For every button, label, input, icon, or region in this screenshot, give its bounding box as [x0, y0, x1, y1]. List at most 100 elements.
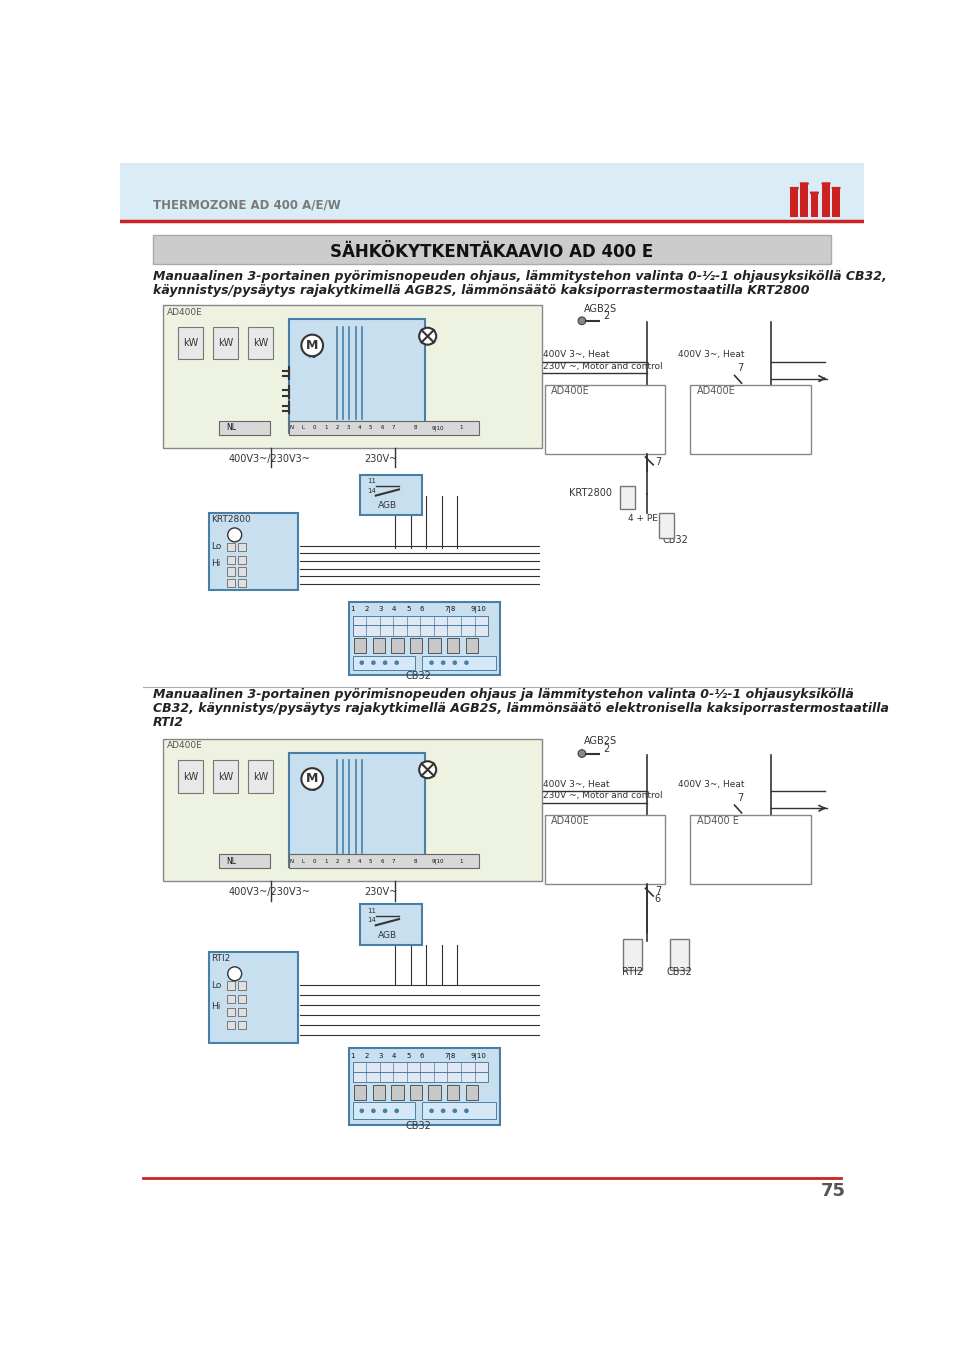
Text: KRT2800: KRT2800 — [211, 515, 252, 524]
Circle shape — [228, 528, 242, 542]
FancyBboxPatch shape — [162, 306, 542, 448]
FancyBboxPatch shape — [227, 1008, 235, 1016]
Text: 7: 7 — [655, 456, 661, 467]
FancyBboxPatch shape — [289, 319, 424, 433]
Text: 4 + PE: 4 + PE — [628, 515, 658, 523]
FancyBboxPatch shape — [238, 555, 247, 564]
Text: 1: 1 — [350, 606, 355, 612]
FancyBboxPatch shape — [227, 579, 235, 587]
FancyBboxPatch shape — [120, 221, 864, 1209]
Text: 14: 14 — [368, 488, 376, 493]
Text: 9|10: 9|10 — [432, 425, 444, 430]
Text: 1: 1 — [459, 858, 463, 864]
Text: 9|10: 9|10 — [470, 1052, 486, 1059]
Text: M: M — [306, 340, 319, 352]
Circle shape — [301, 334, 324, 356]
FancyBboxPatch shape — [788, 170, 852, 210]
Text: käynnistys/pysäytys rajakytkimellä AGB2S, lämmönsäätö kaksiporrastermostaatilla : käynnistys/pysäytys rajakytkimellä AGB2S… — [153, 284, 809, 297]
Text: 400V3~/230V3~: 400V3~/230V3~ — [228, 887, 310, 898]
FancyBboxPatch shape — [447, 638, 460, 653]
Polygon shape — [822, 183, 829, 186]
FancyBboxPatch shape — [447, 1085, 460, 1100]
FancyBboxPatch shape — [238, 982, 247, 990]
FancyBboxPatch shape — [360, 904, 422, 945]
Circle shape — [578, 316, 586, 325]
FancyBboxPatch shape — [289, 752, 424, 866]
Text: Hi: Hi — [211, 1002, 221, 1010]
Text: 7|8: 7|8 — [444, 606, 456, 612]
Text: CB32: CB32 — [662, 535, 688, 546]
FancyBboxPatch shape — [179, 760, 203, 793]
Text: RTI2: RTI2 — [211, 955, 230, 963]
FancyBboxPatch shape — [410, 638, 422, 653]
FancyBboxPatch shape — [670, 940, 689, 970]
FancyBboxPatch shape — [354, 638, 367, 653]
Text: RTI2: RTI2 — [622, 967, 643, 976]
FancyBboxPatch shape — [238, 579, 247, 587]
FancyBboxPatch shape — [544, 384, 665, 454]
FancyBboxPatch shape — [690, 384, 810, 454]
FancyBboxPatch shape — [690, 815, 810, 884]
FancyBboxPatch shape — [352, 1103, 415, 1119]
Circle shape — [228, 967, 242, 980]
Text: Hi: Hi — [211, 559, 221, 568]
Text: 0: 0 — [313, 425, 316, 430]
FancyBboxPatch shape — [466, 1085, 478, 1100]
FancyBboxPatch shape — [153, 235, 831, 263]
Text: 230V ~, Motor and control: 230V ~, Motor and control — [543, 792, 662, 800]
Text: 1: 1 — [324, 858, 327, 864]
Polygon shape — [790, 187, 798, 190]
FancyBboxPatch shape — [392, 638, 403, 653]
FancyBboxPatch shape — [372, 638, 385, 653]
Circle shape — [372, 1108, 375, 1114]
Circle shape — [429, 1108, 434, 1114]
FancyBboxPatch shape — [162, 739, 542, 881]
Text: 7|8: 7|8 — [444, 1052, 456, 1059]
Text: kW: kW — [218, 771, 233, 782]
Text: 9|10: 9|10 — [432, 858, 444, 864]
Circle shape — [429, 660, 434, 665]
Circle shape — [395, 660, 399, 665]
FancyBboxPatch shape — [179, 327, 203, 360]
Circle shape — [383, 660, 388, 665]
FancyBboxPatch shape — [422, 1103, 496, 1119]
FancyBboxPatch shape — [209, 513, 299, 591]
Text: 230V~: 230V~ — [364, 454, 397, 463]
Text: 2: 2 — [335, 425, 339, 430]
Text: ~: ~ — [307, 786, 317, 796]
FancyBboxPatch shape — [289, 854, 479, 868]
Text: 400V 3~, Heat: 400V 3~, Heat — [543, 350, 610, 359]
FancyBboxPatch shape — [620, 486, 636, 509]
FancyBboxPatch shape — [227, 555, 235, 564]
FancyBboxPatch shape — [428, 638, 441, 653]
FancyBboxPatch shape — [227, 1021, 235, 1029]
Text: 3: 3 — [378, 1052, 383, 1059]
FancyBboxPatch shape — [348, 1048, 500, 1126]
FancyBboxPatch shape — [428, 1085, 441, 1100]
Text: 2: 2 — [335, 858, 339, 864]
FancyBboxPatch shape — [832, 187, 840, 217]
FancyBboxPatch shape — [289, 421, 479, 435]
Circle shape — [441, 1108, 445, 1114]
FancyBboxPatch shape — [352, 615, 488, 626]
Text: 1: 1 — [324, 425, 327, 430]
Text: N: N — [290, 858, 294, 864]
FancyBboxPatch shape — [227, 543, 235, 551]
FancyBboxPatch shape — [410, 1085, 422, 1100]
Circle shape — [578, 750, 586, 758]
Text: 6: 6 — [380, 425, 384, 430]
FancyBboxPatch shape — [392, 1085, 403, 1100]
Text: L: L — [301, 425, 304, 430]
Text: Lo: Lo — [211, 980, 222, 990]
FancyBboxPatch shape — [238, 568, 247, 576]
FancyBboxPatch shape — [120, 163, 864, 221]
FancyBboxPatch shape — [360, 475, 422, 515]
FancyBboxPatch shape — [227, 568, 235, 576]
Text: 2: 2 — [364, 606, 369, 612]
Text: 5: 5 — [406, 606, 411, 612]
Text: kW: kW — [252, 338, 268, 348]
FancyBboxPatch shape — [659, 513, 674, 538]
Text: 6: 6 — [420, 606, 424, 612]
FancyBboxPatch shape — [810, 193, 818, 217]
Text: kW: kW — [183, 338, 198, 348]
